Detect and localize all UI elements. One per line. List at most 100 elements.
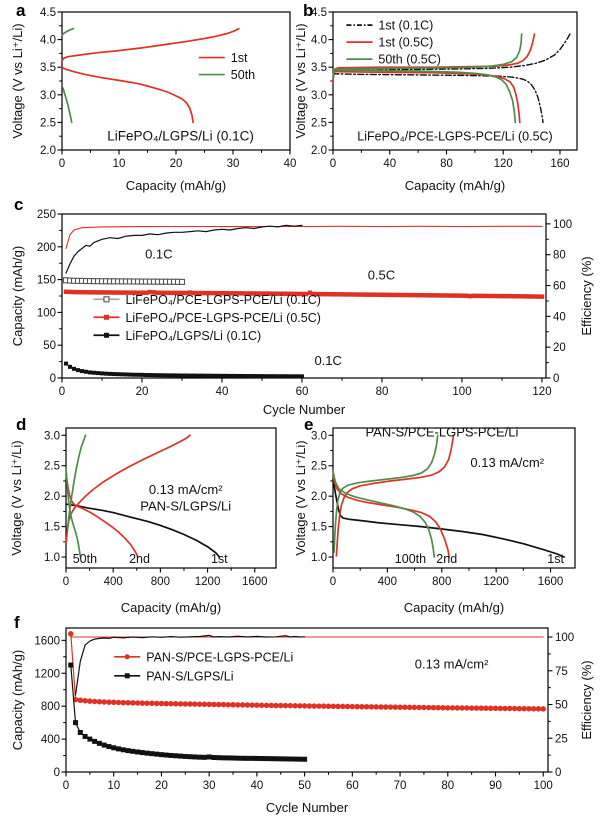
axes-frame <box>65 427 277 569</box>
svg-text:1.5: 1.5 <box>44 522 60 534</box>
svg-text:50th (0.5C): 50th (0.5C) <box>378 53 441 67</box>
svg-text:90: 90 <box>489 780 502 792</box>
svg-text:3.0: 3.0 <box>311 90 327 102</box>
svg-text:1.0: 1.0 <box>311 552 327 564</box>
panel-a-letter: a <box>16 1 26 20</box>
series-2nd-charge <box>335 434 455 557</box>
series-50th-discharge <box>65 466 82 558</box>
y-axis-label-right: Efficiency (%) <box>579 256 594 335</box>
svg-text:2.0: 2.0 <box>40 145 56 157</box>
svg-text:80: 80 <box>440 158 453 170</box>
svg-text:10: 10 <box>107 780 120 792</box>
svg-text:1600: 1600 <box>34 635 60 647</box>
svg-text:1st: 1st <box>231 51 248 65</box>
svg-text:2.5: 2.5 <box>44 461 60 473</box>
svg-text:100: 100 <box>452 386 471 398</box>
chart-e-svg: 0 400 800 1200 1600 1.0 1.5 2.0 2.5 3.0 Capacity (… <box>293 424 576 615</box>
series-100th-charge <box>333 434 439 554</box>
y-axis-label: Voltage (V vs Li⁺/Li) <box>296 23 308 138</box>
svg-text:70: 70 <box>394 780 407 792</box>
y-axis-label: Voltage (V vs Li⁺/Li) <box>10 23 25 138</box>
annotation: 0.13 mA/cm² <box>149 482 223 497</box>
svg-text:80: 80 <box>376 386 389 398</box>
annotation: 50th <box>73 552 97 566</box>
svg-text:0: 0 <box>50 373 56 385</box>
svg-text:120: 120 <box>532 386 551 398</box>
svg-text:50th: 50th <box>231 68 255 82</box>
svg-text:1600: 1600 <box>242 576 268 588</box>
svg-text:20: 20 <box>155 780 168 792</box>
svg-text:60: 60 <box>553 281 566 293</box>
x-axis-label: Capacity (mAh/g) <box>121 600 221 615</box>
x-axis-label: Capacity (mAh/g) <box>405 178 505 193</box>
annotation: 2nd <box>129 552 150 566</box>
legend: 1st 50th <box>198 51 255 82</box>
x-axis-label: Capacity (mAh/g) <box>126 178 226 193</box>
series-pan-s-pce-lgps-pce-li-capacity <box>68 631 546 712</box>
series-lifepo4-pce-lgps-pce-li-0-1c-capacity <box>62 277 186 285</box>
svg-text:20: 20 <box>553 342 566 354</box>
series-pan-s-lgps-li-capacity <box>68 662 308 762</box>
svg-text:3.0: 3.0 <box>40 90 56 102</box>
svg-text:3.5: 3.5 <box>311 62 327 74</box>
svg-text:3.0: 3.0 <box>44 430 60 442</box>
svg-text:0: 0 <box>330 158 336 170</box>
svg-text:3.5: 3.5 <box>40 62 56 74</box>
svg-text:2.5: 2.5 <box>311 117 327 129</box>
annotation: LiFePO₄/PCE-LGPS-PCE/Li (0.5C) <box>357 129 552 143</box>
svg-text:100: 100 <box>553 219 572 231</box>
svg-text:1200: 1200 <box>195 576 221 588</box>
annotation: 0.13 mA/cm² <box>470 455 544 470</box>
x-axis-label: Cycle Number <box>266 800 349 815</box>
annotation: 0.1C <box>314 353 341 368</box>
series-1st-0-1c-discharge <box>332 72 544 124</box>
svg-text:75: 75 <box>555 666 568 678</box>
chart-b-svg: 0 40 80 120 160 2.0 2.5 3.0 3.5 4.0 4.5 Capacity (m… <box>293 7 578 193</box>
panel-f-chart: 0 10 20 30 40 50 60 70 80 90 100 0 400 800 1200 1600 0 25… <box>8 618 598 818</box>
y-axis-label: Capacity (mAh/g) <box>10 650 25 750</box>
series-lgps-efficiency <box>74 634 306 696</box>
svg-text:160: 160 <box>550 158 569 170</box>
svg-text:1600: 1600 <box>538 576 564 588</box>
annotation: 1st <box>211 552 228 566</box>
svg-text:1st (0.1C): 1st (0.1C) <box>378 19 433 33</box>
svg-text:50: 50 <box>298 780 311 792</box>
svg-text:100: 100 <box>555 632 574 644</box>
svg-text:1200: 1200 <box>34 668 60 680</box>
series-50th-charge <box>61 27 75 37</box>
annotation: 0.5C <box>368 268 395 283</box>
svg-text:LiFePO₄/LGPS/Li (0.1C): LiFePO₄/LGPS/Li (0.1C) <box>125 329 261 343</box>
svg-text:250: 250 <box>37 209 56 221</box>
svg-text:1st (0.5C): 1st (0.5C) <box>378 36 433 50</box>
axes-frame <box>65 627 549 773</box>
series-lifepo4-lgps-li-0-1c-capacity <box>64 361 304 379</box>
svg-text:0: 0 <box>59 158 65 170</box>
y-axis-label: Voltage (V vs Li⁺/Li) <box>296 440 308 555</box>
svg-text:2.0: 2.0 <box>311 491 327 503</box>
svg-text:0: 0 <box>63 576 69 588</box>
svg-text:3.0: 3.0 <box>311 430 327 442</box>
svg-text:1200: 1200 <box>483 576 509 588</box>
annotation: LiFePO₄/LGPS/Li (0.1C) <box>107 128 254 143</box>
svg-text:400: 400 <box>104 576 123 588</box>
chart-d-svg: 0 400 800 1200 1600 1.0 1.5 2.0 2.5 3.0 Capacity (… <box>9 427 277 615</box>
annotation: 1st <box>547 552 564 566</box>
svg-text:LiFePO₄/PCE-LGPS-PCE/Li (0.5C): LiFePO₄/PCE-LGPS-PCE/Li (0.5C) <box>125 311 320 325</box>
legend: LiFePO₄/PCE-LGPS-PCE/Li (0.1C) LiFePO₄/PC… <box>93 293 321 343</box>
svg-text:60: 60 <box>346 780 359 792</box>
svg-text:20: 20 <box>136 386 149 398</box>
series-50th-charge <box>66 434 87 532</box>
svg-text:40: 40 <box>553 311 566 323</box>
chart-f-svg: 0 10 20 30 40 50 60 70 80 90 100040080012001600025… <box>10 627 594 815</box>
svg-text:50: 50 <box>43 340 56 352</box>
svg-text:2.5: 2.5 <box>40 117 56 129</box>
svg-text:1.5: 1.5 <box>311 522 327 534</box>
series-1st-discharge <box>61 66 194 124</box>
series-100th-discharge <box>332 469 436 558</box>
series-0-1c-efficiency <box>65 224 303 274</box>
svg-text:20: 20 <box>170 158 183 170</box>
annotation: 0.1C <box>145 246 172 261</box>
annotation: PAN-S/LGPS/Li <box>140 499 231 514</box>
svg-text:150: 150 <box>37 275 56 287</box>
